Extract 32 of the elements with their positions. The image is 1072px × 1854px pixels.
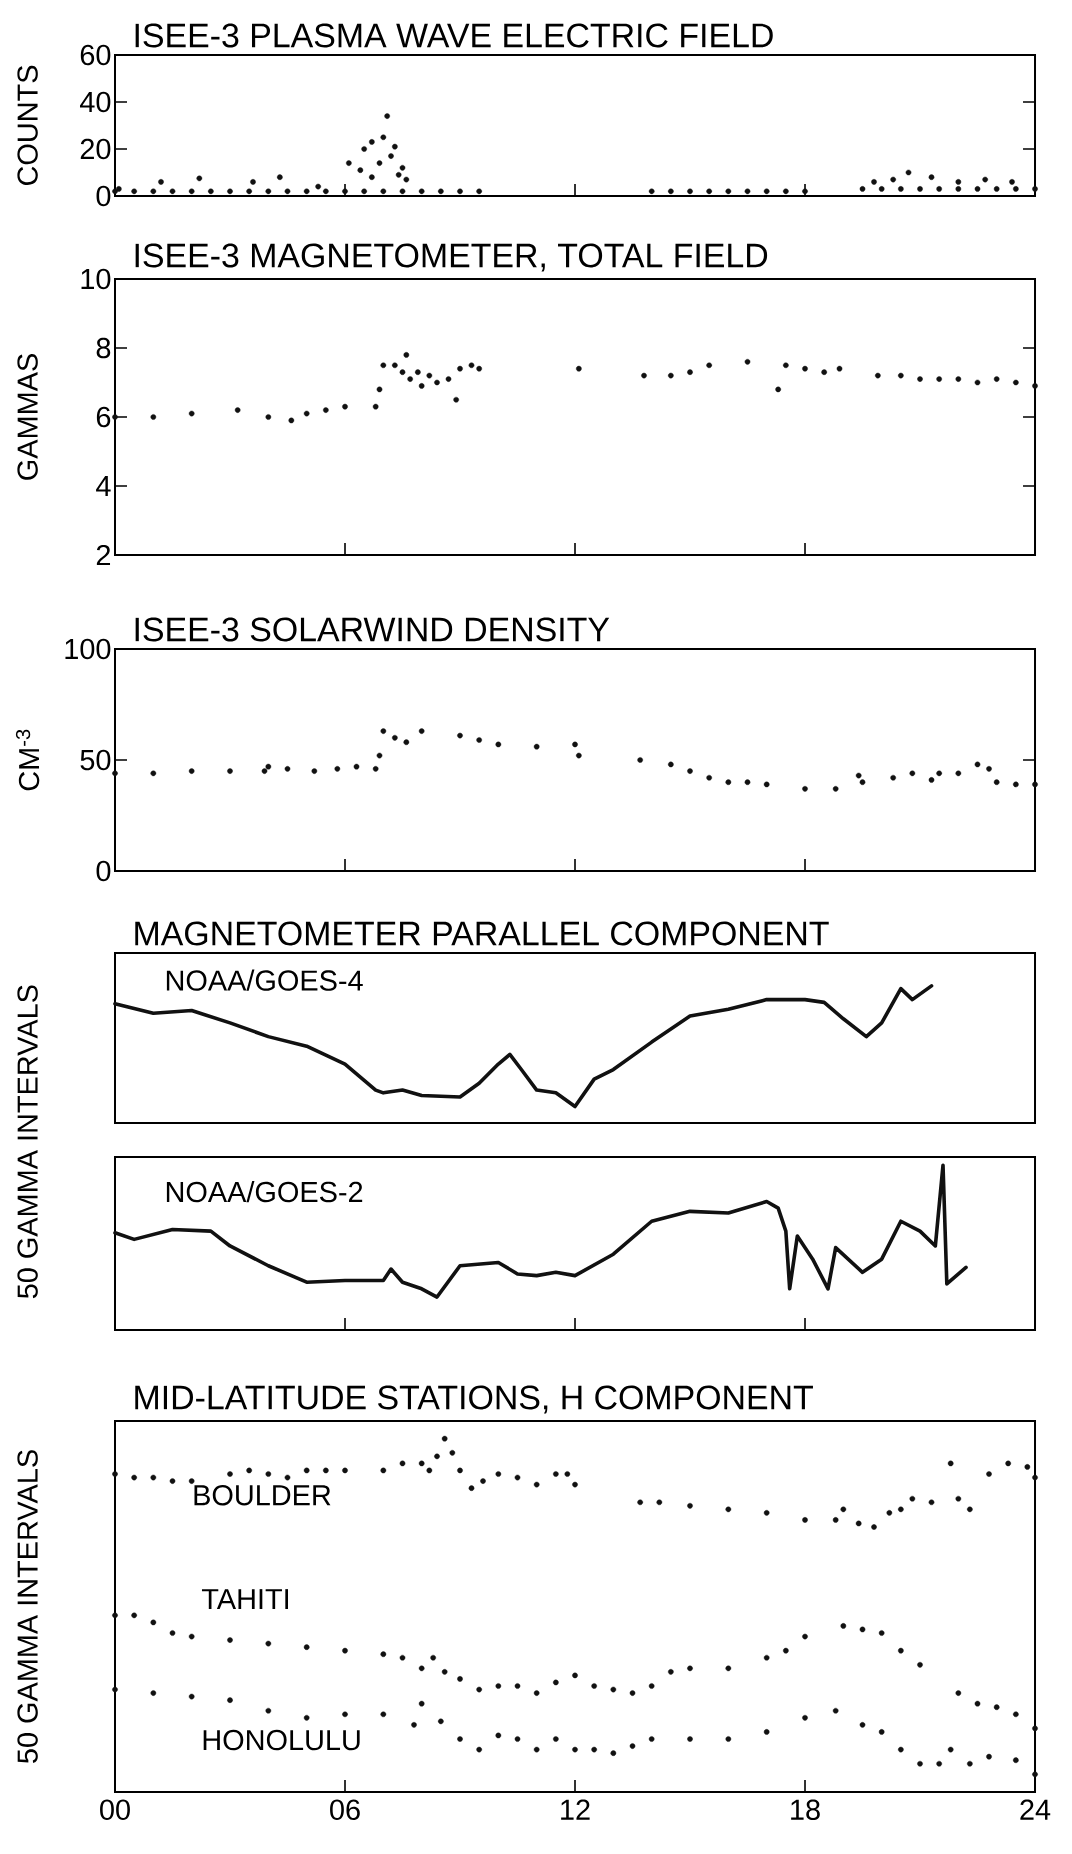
x-tick-label: 00 — [100, 1799, 130, 1820]
y-tick-label: 4 — [96, 476, 111, 496]
chart-title: ISEE-3 SOLARWIND DENSITY — [135, 617, 610, 642]
y-tick-label: 6 — [96, 406, 111, 428]
series-label: HONOLULU — [203, 1729, 360, 1751]
chart-title: MAGNETOMETER PARALLEL COMPONENT — [135, 921, 829, 946]
y-axis-title: GAMMAS — [17, 354, 38, 480]
y-tick-label: 0 — [96, 860, 111, 882]
y-tick-label: 100 — [65, 638, 111, 660]
y-axis-title: 50 GAMMA INTERVALS — [17, 1450, 38, 1763]
series-label: BOULDER — [194, 1484, 331, 1506]
series-label: NOAA/GOES-4 — [166, 969, 363, 991]
y-tick-label: 50 — [80, 749, 111, 771]
chart-title: ISEE-3 PLASMA WAVE ELECTRIC FIELD — [135, 23, 773, 48]
y-tick-label: 8 — [96, 337, 111, 359]
chart-title: MID-LATITUDE STATIONS, H COMPONENT — [135, 1385, 813, 1414]
y-tick-label: 40 — [80, 91, 111, 113]
chart-title: ISEE-3 MAGNETOMETER, TOTAL FIELD — [135, 243, 768, 272]
y-tick-label: 20 — [80, 138, 111, 160]
series-label: TAHITI — [201, 1589, 289, 1610]
series-label: NOAA/GOES-2 — [166, 1180, 363, 1203]
y-axis-title: COUNTS — [17, 65, 38, 186]
x-tick-label: 18 — [791, 1799, 820, 1820]
x-tick-label: 12 — [561, 1799, 590, 1820]
y-axis-title: CM$^{-3}$ — [15, 729, 40, 791]
x-tick-label: 24 — [1020, 1799, 1051, 1820]
y-axis-title: 50 GAMMA INTERVALS — [17, 985, 38, 1299]
y-tick-label: 2 — [96, 544, 111, 566]
y-tick-label: 10 — [81, 268, 111, 290]
x-tick-label: 06 — [330, 1799, 360, 1820]
y-tick-label: 60 — [80, 44, 111, 66]
y-tick-label: 0 — [96, 185, 111, 207]
